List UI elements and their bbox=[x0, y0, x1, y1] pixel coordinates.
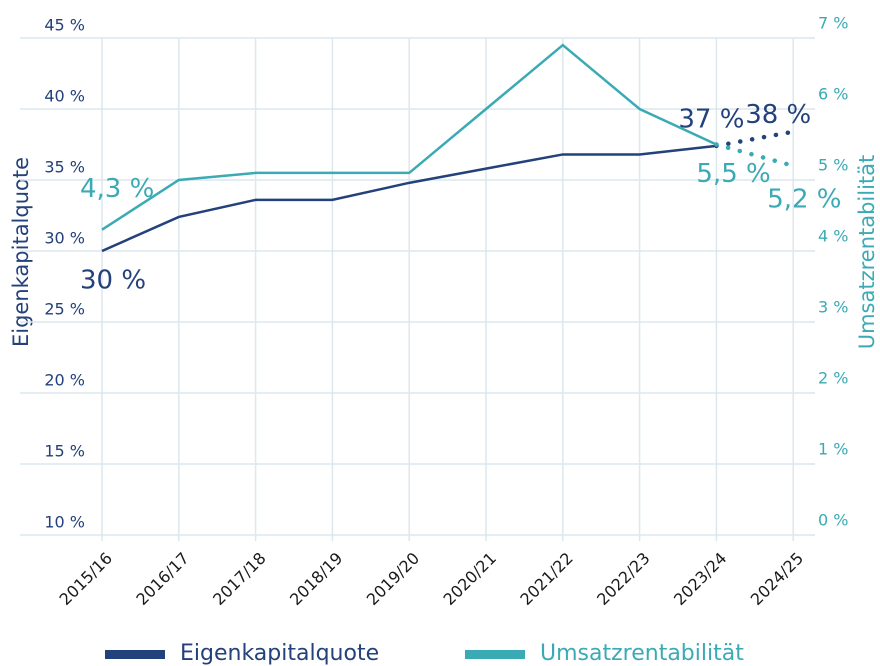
line bbox=[101, 43, 717, 231]
y-tick-label: 35 % bbox=[44, 158, 85, 177]
legend-swatch bbox=[465, 650, 525, 659]
x-tick-label: 2021/22 bbox=[516, 549, 576, 609]
data-label: 5,5 % bbox=[696, 159, 770, 189]
legend-label: Eigenkapitalquote bbox=[180, 641, 379, 666]
y-tick-label: 30 % bbox=[44, 229, 85, 248]
y2-tick-label: 1 % bbox=[818, 440, 848, 459]
line bbox=[101, 144, 717, 253]
y2-tick-label: 6 % bbox=[818, 85, 848, 104]
y-tick-label: 25 % bbox=[44, 300, 85, 319]
data-label: 38 % bbox=[745, 100, 811, 130]
x-tick-label: 2018/19 bbox=[286, 549, 346, 609]
x-tick-label: 2019/20 bbox=[363, 549, 423, 609]
y2-axis-title: Umsatzrentabilität bbox=[855, 155, 879, 350]
y2-tick-label: 3 % bbox=[818, 298, 848, 317]
y-tick-label: 15 % bbox=[44, 442, 85, 461]
x-tick-label: 2022/23 bbox=[593, 549, 653, 609]
data-label: 5,2 % bbox=[767, 184, 841, 214]
data-label: 4,3 % bbox=[80, 174, 154, 204]
data-label: 30 % bbox=[80, 266, 146, 296]
x-tick-label: 2016/17 bbox=[132, 549, 192, 609]
x-tick-label: 2023/24 bbox=[670, 549, 730, 609]
y-tick-label: 40 % bbox=[44, 87, 85, 106]
y2-tick-label: 0 % bbox=[818, 511, 848, 530]
x-tick-label: 2020/21 bbox=[440, 549, 500, 609]
x-tick-label: 2015/16 bbox=[56, 549, 116, 609]
y2-tick-label: 4 % bbox=[818, 227, 848, 246]
x-tick-label: 2017/18 bbox=[209, 549, 269, 609]
y-tick-label: 45 % bbox=[44, 16, 85, 35]
y2-tick-label: 7 % bbox=[818, 14, 848, 33]
forecast-line bbox=[714, 142, 796, 169]
y2-tick-label: 2 % bbox=[818, 369, 848, 388]
forecast-line bbox=[714, 129, 796, 149]
y2-tick-label: 5 % bbox=[818, 156, 848, 175]
legend-swatch bbox=[105, 650, 165, 659]
y-tick-label: 20 % bbox=[44, 371, 85, 390]
y-tick-label: 10 % bbox=[44, 513, 85, 532]
legend-label: Umsatzrentabilität bbox=[540, 641, 744, 666]
data-label: 37 % bbox=[678, 104, 744, 134]
y-axis-title: Eigenkapitalquote bbox=[9, 157, 33, 347]
x-tick-label: 2024/25 bbox=[747, 549, 807, 609]
